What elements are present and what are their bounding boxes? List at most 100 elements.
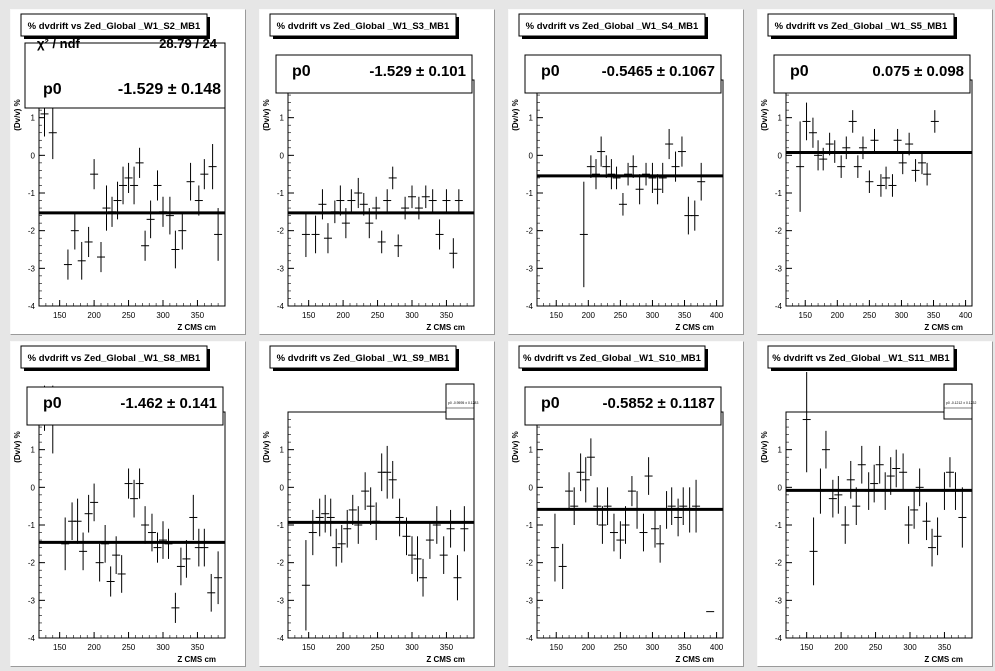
x-tick-label: 200: [582, 311, 596, 320]
data-points: [579, 128, 706, 288]
x-tick-label: 250: [614, 643, 628, 652]
plot-svg: -4 -3 -2 -1 0 1 150 200 250 300 350 400 Z CMS cm (Dv/…: [511, 13, 724, 332]
data-points: [796, 102, 939, 212]
y-tick-label: -3: [775, 264, 783, 273]
y-tick-label: 1: [778, 446, 783, 455]
title-box-shadow: [273, 368, 459, 371]
title-box-shadow: [705, 349, 708, 371]
y-tick-label: -4: [28, 634, 36, 643]
x-axis-title: Z CMS cm: [177, 323, 216, 332]
y-tick-label: 1: [529, 446, 534, 455]
x-tick-label: 350: [440, 643, 454, 652]
title-box-shadow: [771, 368, 957, 371]
x-tick-label: 150: [302, 643, 316, 652]
plot-pad: -4 -3 -2 -1 0 1 150 200 250 300 350 Z CMS cm (Dv/v) …: [757, 341, 993, 667]
stats-partial-value: 28.79 / 24: [159, 36, 218, 51]
y-tick-label: 0: [778, 483, 783, 492]
data-points: [550, 438, 715, 613]
x-tick-label: 150: [799, 311, 813, 320]
title-box-shadow: [456, 349, 459, 371]
y-tick-label: -4: [775, 302, 783, 311]
y-tick-label: -3: [775, 596, 783, 605]
chart-title: % dvdrift vs Zed_Global _W1_S4_MB1: [526, 21, 699, 32]
title-box-shadow: [705, 17, 708, 39]
plot-svg: -4 -3 -2 -1 0 1 150 200 250 300 350 400 Z CMS cm (Dv/…: [511, 345, 724, 664]
y-tick-label: -3: [28, 596, 36, 605]
y-tick-label: -3: [277, 596, 285, 605]
stats-box: [524, 54, 722, 94]
x-axis-title: Z CMS cm: [177, 655, 216, 664]
x-tick-label: 250: [122, 311, 136, 320]
y-tick-label: 0: [778, 151, 783, 160]
y-tick-label: -2: [28, 559, 36, 568]
stats-box: [773, 54, 971, 94]
x-tick-label: 200: [336, 643, 350, 652]
y-tick-label: -2: [526, 227, 534, 236]
y-tick-label: -2: [775, 227, 783, 236]
y-tick-label: -2: [526, 559, 534, 568]
y-axis-title: (Dv/v) %: [262, 431, 271, 463]
y-tick-label: -1: [28, 189, 36, 198]
y-tick-label: 1: [31, 446, 36, 455]
y-tick-label: -4: [277, 634, 285, 643]
plot-frame: [536, 411, 724, 639]
stats-box: [524, 386, 722, 426]
title-box-shadow: [522, 36, 708, 39]
chart-title: % dvdrift vs Zed_Global _W1_S9_MB1: [277, 353, 450, 364]
chart-title: % dvdrift vs Zed_Global _W1_S3_MB1: [277, 21, 450, 32]
y-tick-label: -1: [775, 521, 783, 530]
y-axis-title: (Dv/v) %: [511, 431, 520, 463]
stats-label: p0: [43, 81, 62, 98]
y-tick-label: -1: [28, 521, 36, 530]
y-tick-label: -4: [526, 302, 534, 311]
x-tick-label: 250: [371, 643, 385, 652]
y-tick-label: -1: [526, 189, 534, 198]
plot-frame: [785, 79, 973, 307]
x-tick-label: 150: [302, 311, 316, 320]
y-tick-label: -3: [28, 264, 36, 273]
x-tick-label: 350: [678, 311, 692, 320]
x-tick-label: 200: [87, 643, 101, 652]
x-tick-label: 300: [646, 643, 660, 652]
stats-box: [26, 386, 224, 426]
stats-value: 0.075 ± 0.098: [872, 63, 964, 80]
x-tick-label: 300: [405, 311, 419, 320]
x-tick-label: 400: [710, 311, 724, 320]
stats-label: p0: [541, 63, 560, 80]
y-axis-title: (Dv/v) %: [262, 99, 271, 131]
title-box-shadow: [207, 349, 210, 371]
y-tick-label: -2: [277, 559, 285, 568]
y-tick-label: 0: [31, 151, 36, 160]
x-tick-label: 300: [895, 311, 909, 320]
plot-frame: [536, 79, 724, 307]
y-tick-label: 0: [280, 483, 285, 492]
plot-frame: [38, 411, 226, 639]
x-tick-label: 300: [156, 311, 170, 320]
y-tick-label: 1: [280, 446, 285, 455]
plot-svg: -4 -3 -2 -1 0 1 150 200 250 300 350 Z CMS cm (Dv/v) …: [262, 13, 475, 332]
x-axis-title: Z CMS cm: [426, 323, 465, 332]
x-tick-label: 150: [53, 311, 67, 320]
plot-pad: -4 -3 -2 -1 0 1 150 200 250 300 350 400 Z CMS cm (Dv/…: [757, 9, 993, 335]
x-tick-label: 300: [405, 643, 419, 652]
stats-box: [275, 54, 473, 94]
y-tick-label: -3: [277, 264, 285, 273]
y-tick-label: 0: [31, 483, 36, 492]
x-tick-label: 400: [959, 311, 973, 320]
x-tick-label: 200: [582, 643, 596, 652]
plot-pad: -4 -3 -2 -1 0 1 150 200 250 300 350 Z CMS cm (Dv/v) …: [259, 9, 495, 335]
x-tick-label: 250: [371, 311, 385, 320]
data-points: [802, 372, 967, 586]
title-box-shadow: [456, 17, 459, 39]
x-tick-label: 350: [191, 643, 205, 652]
plot-svg: -4 -3 -2 -1 0 1 150 200 250 300 350 Z CMS cm (Dv/v) …: [262, 345, 478, 664]
y-tick-label: 1: [778, 114, 783, 123]
x-tick-label: 200: [834, 643, 848, 652]
stats-box: [943, 383, 973, 420]
x-axis-title: Z CMS cm: [924, 323, 963, 332]
x-tick-label: 350: [191, 311, 205, 320]
y-tick-label: -4: [28, 302, 36, 311]
chart-title: % dvdrift vs Zed_Global _W1_S2_MB1: [28, 21, 201, 32]
title-box-shadow: [522, 368, 708, 371]
